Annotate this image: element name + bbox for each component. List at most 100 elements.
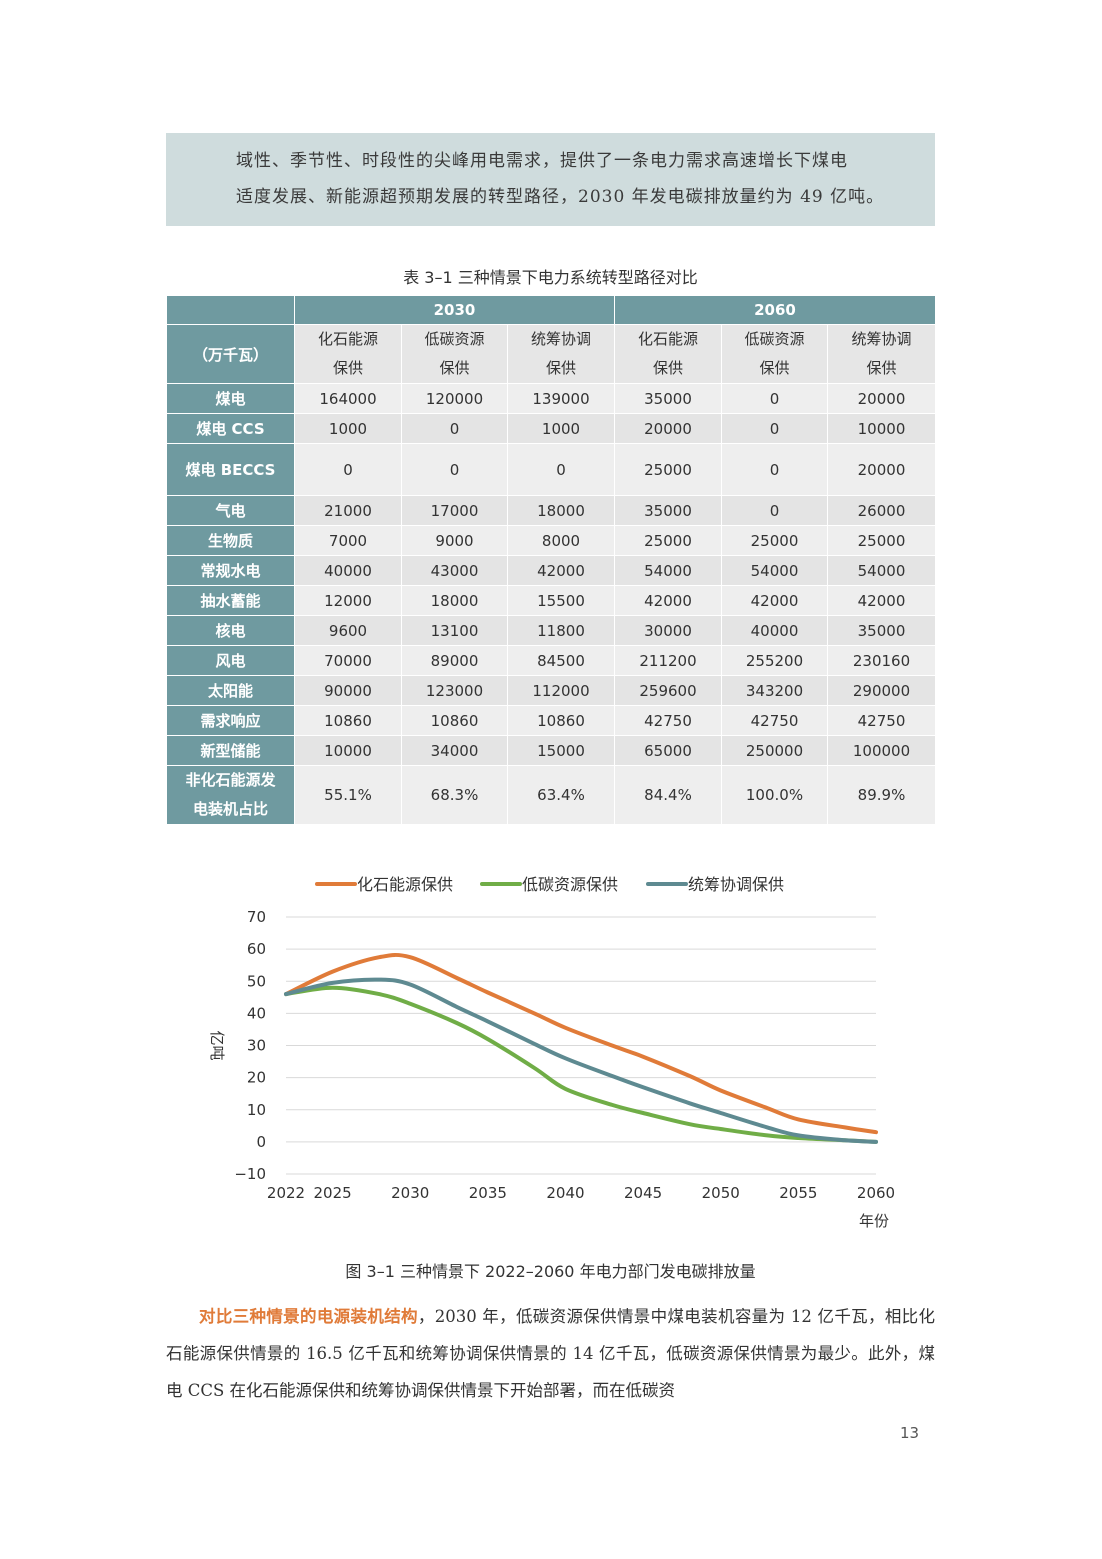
summary-callout: 域性、季节性、时段性的尖峰用电需求，提供了一条电力需求高速增长下煤电 适度发展、… (166, 133, 935, 226)
row-label: 煤电 CCS (166, 413, 295, 444)
table-row: 煤电 CCS 1000 0 1000 20000 0 10000 (166, 413, 936, 444)
table-cell: 10000 (827, 413, 936, 444)
table-cell: 65000 (614, 735, 722, 766)
table-cell: 42000 (721, 585, 828, 616)
row-label: 煤电 BECCS (166, 443, 295, 496)
table-cell: 11800 (507, 615, 615, 646)
row-label: 非化石能源发 电装机占比 (166, 765, 295, 825)
year-header-2030: 2030 (294, 295, 615, 325)
table-cell: 13100 (401, 615, 508, 646)
callout-line-1: 域性、季节性、时段性的尖峰用电需求，提供了一条电力需求高速增长下煤电 (236, 151, 848, 171)
row-label: 风电 (166, 645, 295, 676)
table-cell: 164000 (294, 383, 402, 414)
x-tick-label: 2030 (391, 1184, 429, 1202)
table-cell: 0 (721, 495, 828, 526)
table-cell: 0 (401, 443, 508, 496)
callout-line-2: 适度发展、新能源超预期发展的转型路径，2030 年发电碳排放量约为 49 亿吨。 (236, 187, 885, 207)
row-label: 煤电 (166, 383, 295, 414)
x-tick-label: 2055 (779, 1184, 817, 1202)
y-tick-label: 50 (247, 972, 266, 990)
table-cell: 42750 (827, 705, 936, 736)
series-line-2 (284, 985, 878, 1144)
legend-label: 低碳资源保供 (522, 875, 618, 894)
table-cell: 40000 (721, 615, 828, 646)
table-cell: 343200 (721, 675, 828, 706)
y-axis-label: 亿吨 (208, 1030, 226, 1060)
table-cell: 26000 (827, 495, 936, 526)
table-cell: 89000 (401, 645, 508, 676)
body-lead-text: 对比三种情景的电源装机结构 (199, 1307, 418, 1326)
table-cell: 1000 (507, 413, 615, 444)
table-cell: 42000 (827, 585, 936, 616)
table-cell: 250000 (721, 735, 828, 766)
table-cell: 10000 (294, 735, 402, 766)
table-cell: 30000 (614, 615, 722, 646)
table-cell: 12000 (294, 585, 402, 616)
table-cell: 0 (721, 413, 828, 444)
table-cell: 290000 (827, 675, 936, 706)
x-tick-label: 2045 (624, 1184, 662, 1202)
y-tick-label: 70 (247, 908, 266, 926)
scenario-header: 化石能源 保供 (294, 324, 402, 384)
table-caption: 表 3–1 三种情景下电力系统转型路径对比 (403, 268, 698, 287)
table-cell: 42000 (614, 585, 722, 616)
legend-label: 化石能源保供 (357, 875, 453, 894)
table-cell: 123000 (401, 675, 508, 706)
table-row: 生物质 7000 9000 8000 25000 25000 25000 (166, 525, 936, 556)
table-cell: 34000 (401, 735, 508, 766)
table-cell: 54000 (614, 555, 722, 586)
y-tick-label: 10 (247, 1101, 266, 1119)
table-row: 核电 9600 13100 11800 30000 40000 35000 (166, 615, 936, 646)
table-cell: 42750 (721, 705, 828, 736)
table-row: 常规水电 40000 43000 42000 54000 54000 54000 (166, 555, 936, 586)
table-cell: 54000 (721, 555, 828, 586)
table-cell: 20000 (827, 443, 936, 496)
table-cell: 1000 (294, 413, 402, 444)
table-cell: 42000 (507, 555, 615, 586)
table-cell: 89.9% (827, 765, 936, 825)
figure-caption: 图 3–1 三种情景下 2022–2060 年电力部门发电碳排放量 (345, 1262, 756, 1281)
table-cell: 100.0% (721, 765, 828, 825)
table-cell: 70000 (294, 645, 402, 676)
table-cell: 7000 (294, 525, 402, 556)
table-cell: 15000 (507, 735, 615, 766)
row-label: 新型储能 (166, 735, 295, 766)
scenario-header: 统筹协调 保供 (507, 324, 615, 384)
y-tick-label: 60 (247, 940, 266, 958)
table-row: 需求响应 10860 10860 10860 42750 42750 42750 (166, 705, 936, 736)
table-cell: 68.3% (401, 765, 508, 825)
row-label: 常规水电 (166, 555, 295, 586)
series-line-1 (284, 952, 878, 1135)
table-cell: 10860 (507, 705, 615, 736)
y-tick-label: −10 (234, 1165, 266, 1183)
table-cell: 120000 (401, 383, 508, 414)
table-cell: 35000 (827, 615, 936, 646)
scenario-header: 化石能源 保供 (614, 324, 722, 384)
table-cell: 25000 (827, 525, 936, 556)
scenario-header: 统筹协调 保供 (827, 324, 936, 384)
table-cell: 0 (721, 383, 828, 414)
x-axis-label: 年份 (859, 1212, 889, 1230)
table-corner-cell (166, 295, 295, 325)
table-row: 抽水蓄能 12000 18000 15500 42000 42000 42000 (166, 585, 936, 616)
table-cell: 18000 (507, 495, 615, 526)
table-cell: 230160 (827, 645, 936, 676)
x-tick-label: 2025 (313, 1184, 351, 1202)
table-cell: 42750 (614, 705, 722, 736)
x-tick-label: 2035 (469, 1184, 507, 1202)
table-cell: 9000 (401, 525, 508, 556)
table-row: 新型储能 10000 34000 15000 65000 250000 100000 (166, 735, 936, 766)
table-cell: 20000 (827, 383, 936, 414)
x-tick-label: 2050 (702, 1184, 740, 1202)
table-cell: 10860 (294, 705, 402, 736)
table-row: 太阳能 90000 123000 112000 259600 343200 290000 (166, 675, 936, 706)
table-cell: 40000 (294, 555, 402, 586)
year-header-2060: 2060 (614, 295, 936, 325)
table-cell: 17000 (401, 495, 508, 526)
y-tick-label: 0 (256, 1133, 266, 1151)
scenario-header: 低碳资源 保供 (721, 324, 828, 384)
table-cell: 9600 (294, 615, 402, 646)
table-cell: 112000 (507, 675, 615, 706)
x-tick-label: 2060 (857, 1184, 895, 1202)
